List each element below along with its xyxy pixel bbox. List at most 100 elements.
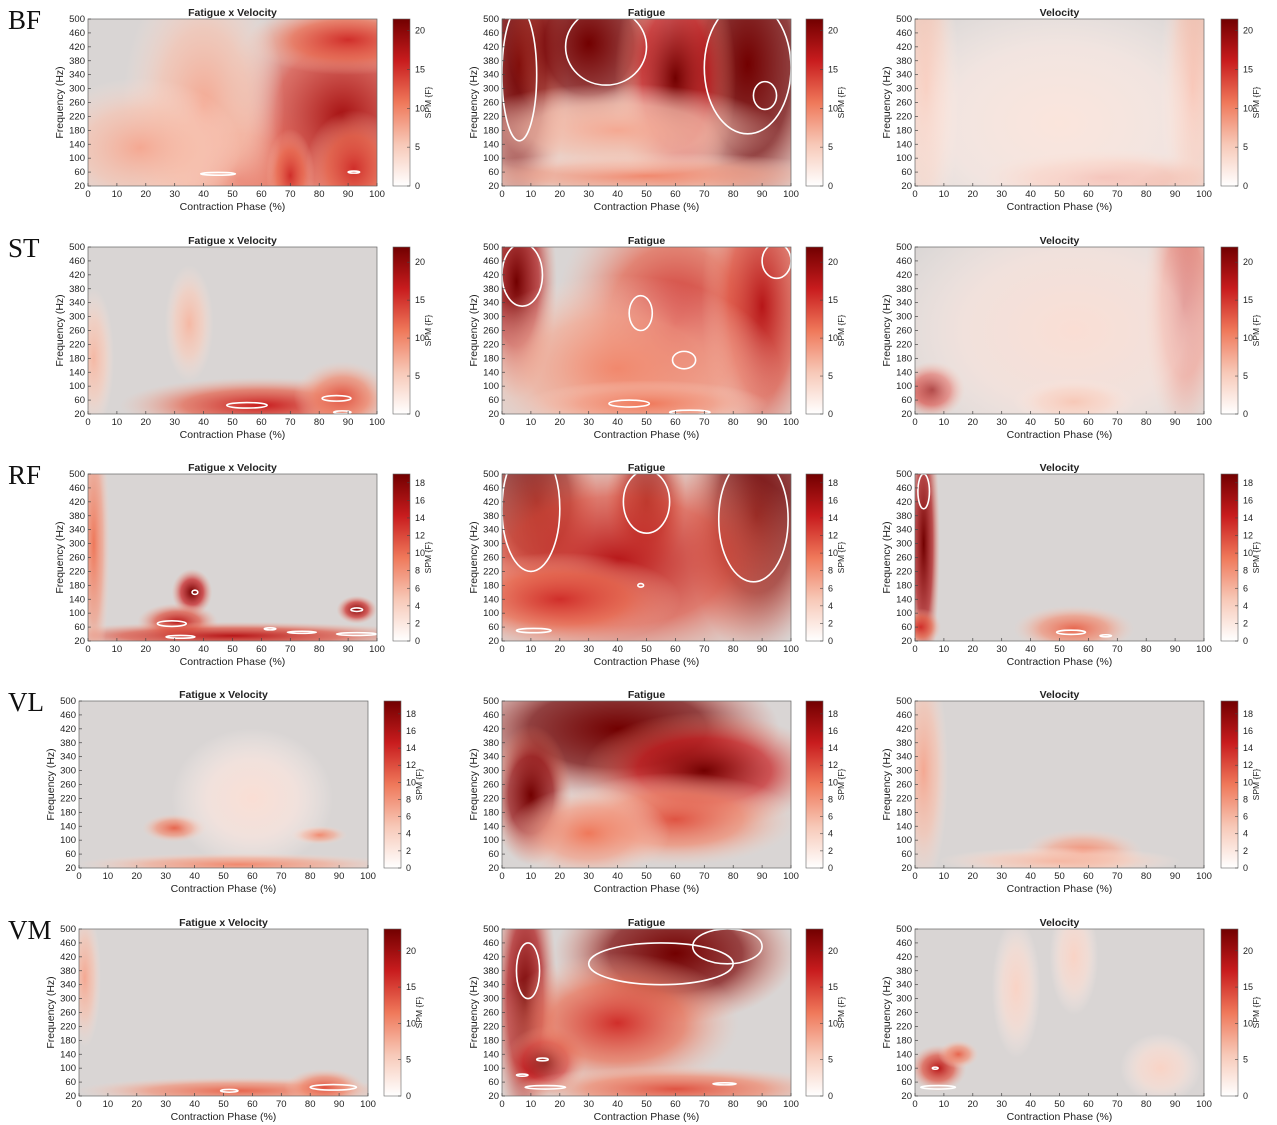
colorbar-tick-label: 10 [828, 777, 838, 787]
x-tick-label: 40 [1025, 417, 1036, 428]
x-tick-label: 20 [968, 189, 979, 200]
colorbar-tick-label: 10 [828, 103, 838, 113]
y-tick-label: 380 [60, 966, 76, 977]
y-tick-label: 140 [483, 821, 499, 832]
y-tick-label: 100 [896, 381, 912, 392]
x-tick-label: 0 [912, 417, 917, 428]
y-tick-label: 500 [483, 696, 499, 707]
y-tick-label: 340 [896, 752, 912, 763]
x-axis-label: Contraction Phase (%) [594, 1111, 700, 1123]
y-tick-label: 100 [483, 1063, 499, 1074]
x-tick-label: 30 [169, 417, 180, 428]
y-axis-label: Frequency (Hz) [468, 976, 480, 1048]
colorbar-tick-label: 15 [828, 295, 838, 305]
x-tick-label: 50 [227, 644, 238, 655]
colorbar-tick-label: 0 [828, 1091, 833, 1101]
y-tick-label: 220 [69, 111, 85, 122]
y-tick-label: 20 [901, 1091, 912, 1102]
x-tick-label: 80 [1141, 871, 1152, 882]
x-tick-label: 60 [670, 644, 681, 655]
y-tick-label: 500 [483, 14, 499, 25]
y-tick-label: 140 [483, 367, 499, 378]
colorbar-tick-label: 14 [828, 513, 838, 523]
x-tick-label: 10 [103, 1099, 114, 1110]
heatmap-blob [336, 595, 377, 624]
y-tick-label: 180 [483, 580, 499, 591]
y-tick-label: 100 [483, 153, 499, 164]
x-tick-label: 50 [218, 1099, 229, 1110]
colorbar [805, 18, 824, 187]
x-axis-label: Contraction Phase (%) [171, 883, 277, 895]
heatmap-blob [1013, 378, 1135, 414]
y-axis-label: Frequency (Hz) [468, 521, 480, 593]
x-tick-label: 10 [939, 189, 950, 200]
colorbar-tick-label: 5 [828, 142, 833, 152]
x-tick-label: 10 [526, 1099, 537, 1110]
colorbar-tick-label: 0 [1243, 863, 1248, 873]
colorbar [383, 700, 402, 869]
x-tick-label: 20 [555, 417, 566, 428]
y-tick-label: 420 [60, 952, 76, 963]
y-tick-label: 300 [483, 994, 499, 1005]
x-axis-label: Contraction Phase (%) [1007, 429, 1113, 441]
colorbar-tick-label: 4 [406, 829, 411, 839]
y-tick-label: 420 [483, 952, 499, 963]
x-tick-label: 30 [996, 644, 1007, 655]
y-tick-label: 460 [483, 710, 499, 721]
y-tick-label: 300 [60, 766, 76, 777]
x-axis-label: Contraction Phase (%) [594, 201, 700, 213]
colorbar-tick-label: 0 [828, 409, 833, 419]
heatmap-field [502, 474, 791, 641]
colorbar-tick-label: 10 [415, 548, 425, 558]
colorbar-label: SPM {F} [1251, 315, 1261, 347]
colorbar-tick-label: 0 [828, 181, 833, 191]
colorbar-tick-label: 10 [406, 777, 416, 787]
x-tick-label: 70 [276, 1099, 287, 1110]
y-tick-label: 380 [896, 966, 912, 977]
x-tick-label: 0 [85, 189, 90, 200]
y-tick-label: 340 [896, 70, 912, 81]
colorbar-label: SPM {F} [836, 542, 846, 574]
colorbar-tick-label: 10 [828, 333, 838, 343]
x-tick-label: 0 [499, 189, 504, 200]
colorbar-tick-label: 10 [415, 333, 425, 343]
panel-title: Fatigue x Velocity [188, 235, 277, 247]
x-tick-label: 30 [169, 644, 180, 655]
heatmap-blob [525, 380, 768, 414]
panel-title: Velocity [1040, 917, 1080, 929]
significance-contour [919, 1084, 957, 1090]
y-tick-label: 260 [60, 1008, 76, 1019]
x-tick-label: 50 [641, 1099, 652, 1110]
y-axis-label: Frequency (Hz) [468, 294, 480, 366]
y-tick-label: 60 [488, 167, 499, 178]
x-tick-label: 70 [699, 871, 710, 882]
colorbar [392, 473, 411, 642]
y-tick-label: 100 [483, 608, 499, 619]
panel-title: Velocity [1040, 235, 1080, 247]
y-tick-label: 500 [69, 14, 85, 25]
y-tick-label: 340 [483, 525, 499, 536]
colorbar-tick-label: 5 [1243, 371, 1248, 381]
y-tick-label: 380 [69, 56, 85, 67]
x-tick-label: 10 [112, 644, 123, 655]
colorbar-tick-label: 2 [1243, 846, 1248, 856]
x-tick-label: 0 [912, 871, 917, 882]
x-tick-label: 30 [996, 871, 1007, 882]
colorbar-tick-label: 14 [828, 743, 838, 753]
y-tick-label: 420 [483, 42, 499, 53]
y-tick-label: 500 [896, 696, 912, 707]
panel-title: Fatigue [628, 235, 665, 247]
y-tick-label: 100 [896, 608, 912, 619]
x-tick-label: 30 [169, 189, 180, 200]
colorbar-tick-label: 2 [1243, 618, 1248, 628]
y-tick-label: 420 [483, 270, 499, 281]
x-tick-label: 100 [1196, 1099, 1212, 1110]
heatmap-blob [938, 847, 1181, 868]
x-tick-label: 20 [968, 417, 979, 428]
x-axis-label: Contraction Phase (%) [1007, 656, 1113, 668]
y-tick-label: 20 [488, 1091, 499, 1102]
x-tick-label: 100 [1196, 189, 1212, 200]
colorbar-tick-label: 6 [1243, 583, 1248, 593]
y-tick-label: 380 [69, 511, 85, 522]
